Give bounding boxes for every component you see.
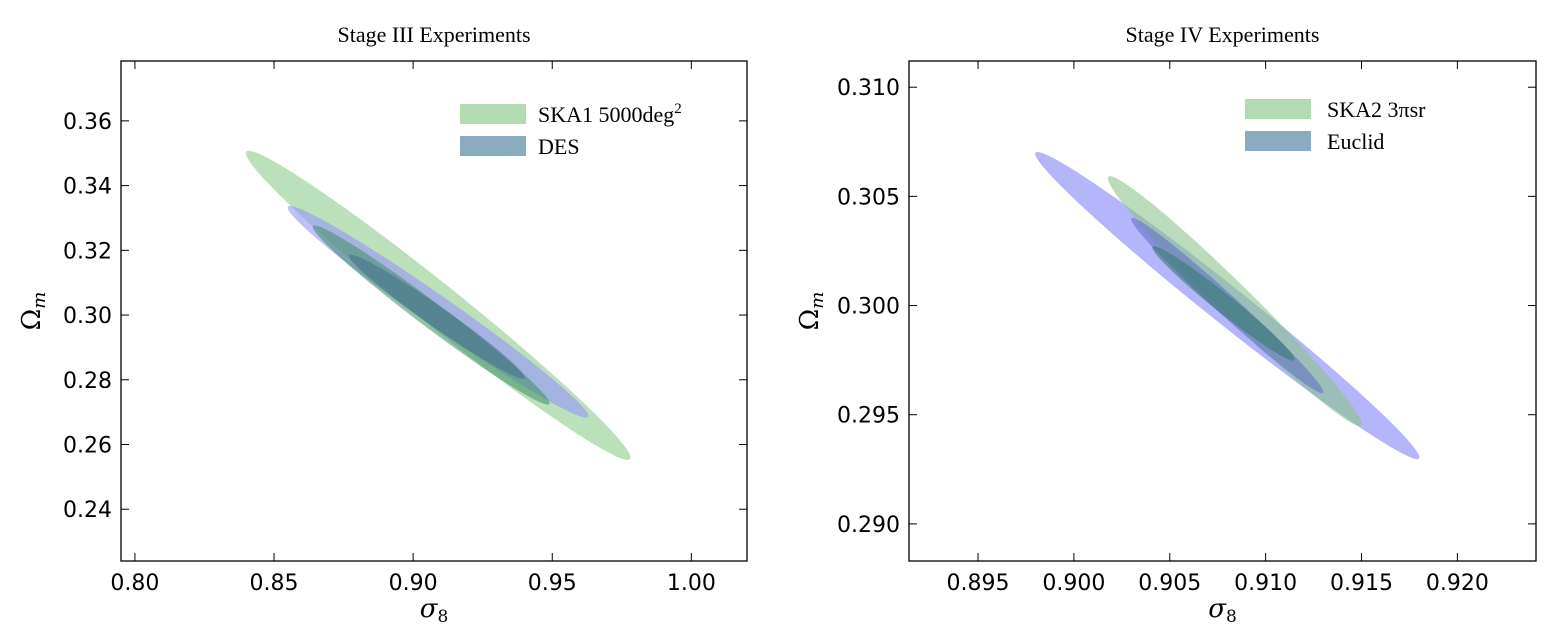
- x-axis-label: σ8: [1208, 594, 1237, 627]
- x-tick-label: 0.905: [1138, 571, 1201, 596]
- y-axis-label: Ωm: [795, 292, 828, 331]
- x-axis-label: σ8: [420, 594, 449, 627]
- x-tick-label: 0.85: [250, 571, 299, 596]
- legend-label: SKA1 5000deg2: [538, 101, 682, 127]
- y-tick-label: 0.24: [63, 498, 112, 523]
- y-tick-label: 0.36: [63, 110, 112, 135]
- legend: SKA1 5000deg2 DES: [460, 101, 682, 159]
- y-axis-label: Ωm: [17, 292, 50, 331]
- chart-title: Stage IV Experiments: [1126, 22, 1320, 47]
- legend-swatch: [1245, 131, 1311, 151]
- x-tick-label: 0.920: [1426, 571, 1489, 596]
- contours: [1035, 152, 1420, 460]
- legend-label: Euclid: [1327, 129, 1384, 154]
- chart-title: Stage III Experiments: [337, 22, 530, 47]
- x-tick-label: 0.915: [1330, 571, 1393, 596]
- x-tick-label: 0.910: [1234, 571, 1297, 596]
- y-tick-label: 0.295: [837, 404, 900, 429]
- y-tick-label: 0.290: [837, 513, 900, 538]
- legend-label: SKA2 3πsr: [1327, 97, 1426, 122]
- x-tick-label: 0.80: [110, 571, 159, 596]
- y-tick-label: 0.30: [63, 304, 112, 329]
- plot-frame: [908, 60, 1537, 562]
- x-tick-label: 1.00: [667, 571, 716, 596]
- legend-swatch: [460, 104, 526, 124]
- x-tick-label: 0.895: [947, 571, 1010, 596]
- legend: SKA2 3πsr Euclid: [1245, 97, 1426, 154]
- contour-des-1-: [348, 254, 525, 379]
- y-tick-label: 0.28: [63, 369, 112, 394]
- y-tick-label: 0.32: [63, 239, 112, 264]
- contours: [245, 150, 631, 460]
- y-tick-label: 0.300: [837, 295, 900, 320]
- contour-ska2-1-: [1152, 246, 1295, 361]
- chart-2: Stage IV Experiments 0.895 0.900 0.905 0.910…: [795, 22, 1537, 627]
- y-tick-label: 0.34: [63, 175, 112, 200]
- legend-swatch: [460, 136, 526, 156]
- x-tick-label: 0.95: [528, 571, 577, 596]
- x-tick-label: 0.90: [389, 571, 438, 596]
- y-tick-label: 0.305: [837, 185, 900, 210]
- chart-1: Stage III Experiments 0.80 0.85 0.90 0.95 1.0…: [17, 22, 748, 627]
- legend-label: DES: [538, 134, 580, 159]
- y-tick-label: 0.26: [63, 433, 112, 458]
- x-tick-label: 0.900: [1042, 571, 1105, 596]
- plot-frame: [120, 60, 748, 562]
- y-tick-label: 0.310: [837, 76, 900, 101]
- legend-swatch: [1245, 99, 1311, 119]
